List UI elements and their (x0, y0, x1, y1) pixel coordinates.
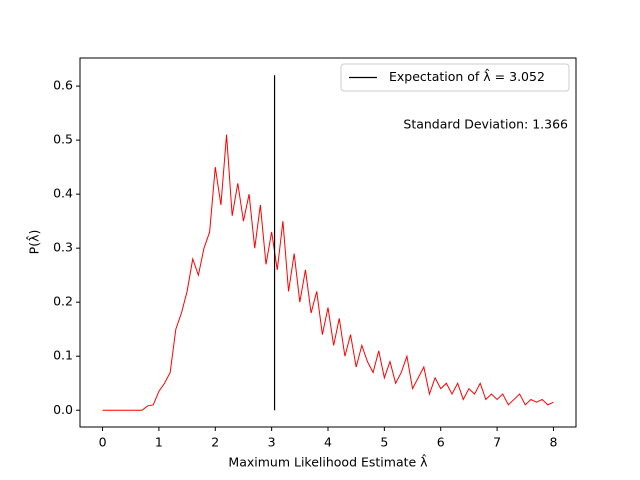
axes-frame (79, 57, 577, 428)
x-tick-label: 5 (380, 435, 388, 450)
y-tick-label: 0.6 (53, 78, 73, 93)
x-axis-label: Maximum Likelihood Estimate λ̂ (228, 453, 428, 469)
data-line (102, 134, 554, 411)
y-axis-label: P(λ̂) (25, 230, 41, 255)
annotation: Standard Deviation: 1.366 (403, 117, 568, 132)
x-tick-label: 8 (549, 435, 557, 450)
x-tick-label: 3 (268, 435, 276, 450)
legend-box (340, 63, 570, 92)
x-tick-label: 4 (324, 435, 332, 450)
y-tick-label: 0.1 (53, 348, 73, 363)
x-tick-label: 6 (437, 435, 445, 450)
y-tick-label: 0.2 (53, 294, 73, 309)
legend-label: Expectation of λ̂ = 3.052 (389, 68, 545, 84)
x-tick-label: 0 (99, 435, 107, 450)
y-tick-label: 0.5 (53, 132, 73, 147)
x-tick-label: 2 (211, 435, 219, 450)
x-tick-label: 7 (493, 435, 501, 450)
y-tick-label: 0.0 (53, 402, 73, 417)
y-tick-label: 0.3 (53, 240, 73, 255)
x-tick-label: 1 (155, 435, 163, 450)
y-tick-label: 0.4 (53, 186, 73, 201)
